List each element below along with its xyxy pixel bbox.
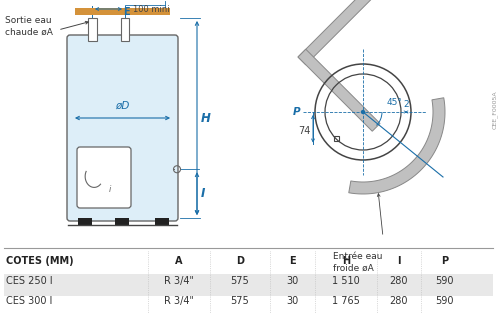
Text: 45°: 45° [387, 98, 403, 107]
Text: 1 765: 1 765 [332, 296, 360, 306]
Text: 575: 575 [230, 276, 249, 286]
FancyBboxPatch shape [67, 35, 178, 221]
Bar [78, 218, 92, 225]
Text: CES 300 l: CES 300 l [6, 296, 53, 306]
Text: CES 250 l: CES 250 l [6, 276, 53, 286]
Text: øD: øD [115, 101, 130, 111]
Text: 590: 590 [435, 296, 454, 306]
Text: 280: 280 [390, 276, 408, 286]
Polygon shape [349, 98, 445, 194]
Text: P: P [441, 256, 448, 266]
Text: R 3/4": R 3/4" [164, 296, 194, 306]
Bar [88, 18, 97, 41]
FancyBboxPatch shape [77, 147, 131, 208]
Polygon shape [298, 0, 387, 65]
Text: Entrée eau
froide øA: Entrée eau froide øA [333, 252, 382, 273]
Text: D: D [236, 256, 244, 266]
Bar [121, 18, 129, 41]
Bar [4, 274, 493, 296]
Text: 30: 30 [287, 276, 299, 286]
Circle shape [361, 110, 365, 114]
Text: CEE_F0005A: CEE_F0005A [492, 91, 498, 129]
Text: 100 mini: 100 mini [133, 5, 170, 14]
Text: A: A [175, 256, 183, 266]
Text: E: E [289, 256, 296, 266]
Text: 575: 575 [230, 296, 249, 306]
Text: 1 510: 1 510 [332, 276, 360, 286]
Bar [155, 218, 169, 225]
Bar [75, 8, 170, 15]
Text: 74: 74 [299, 126, 311, 136]
Text: 30: 30 [287, 296, 299, 306]
Text: 2: 2 [403, 99, 409, 109]
Text: I: I [397, 256, 401, 266]
Text: 590: 590 [435, 276, 454, 286]
Text: E: E [123, 7, 129, 17]
Text: Sortie eau
chaude øA: Sortie eau chaude øA [5, 16, 53, 36]
Text: R 3/4": R 3/4" [164, 276, 194, 286]
Bar [115, 218, 129, 225]
Bar [334, 136, 339, 141]
Text: I: I [201, 187, 205, 200]
Text: P: P [293, 107, 300, 117]
Text: H: H [342, 256, 350, 266]
Text: 280: 280 [390, 296, 408, 306]
Text: i: i [109, 185, 111, 194]
Polygon shape [298, 49, 380, 131]
Text: H: H [201, 111, 211, 124]
Text: COTES (MM): COTES (MM) [6, 256, 74, 266]
